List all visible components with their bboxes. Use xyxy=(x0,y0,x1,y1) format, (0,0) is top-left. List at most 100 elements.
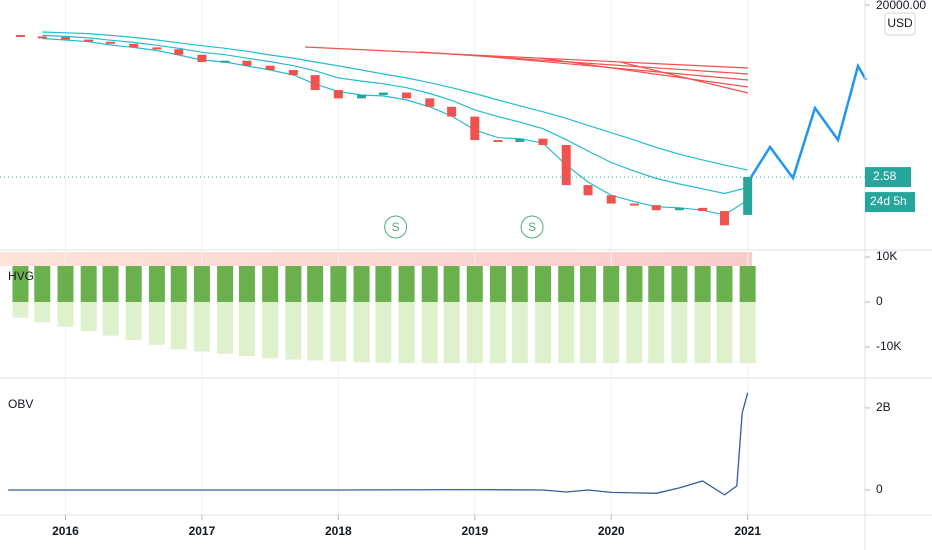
x-tick-label: 2018 xyxy=(325,524,352,538)
y-tick-label: 10K xyxy=(876,249,897,263)
hvg-bar xyxy=(193,266,210,302)
hvg-bar xyxy=(671,301,688,364)
hvg-bar xyxy=(398,301,415,364)
candle xyxy=(197,54,207,63)
hvg-bar xyxy=(12,301,29,318)
candle xyxy=(15,34,25,37)
hvg-bar xyxy=(398,266,415,302)
signal-label: S xyxy=(528,220,536,234)
candle xyxy=(357,94,367,99)
hvg-bar xyxy=(739,266,756,302)
hvg-bar xyxy=(170,301,187,350)
hvg-bar xyxy=(285,266,302,302)
hvg-bar xyxy=(262,266,279,302)
y-tick-label: 0 xyxy=(876,294,883,308)
hvg-bar xyxy=(580,301,597,364)
candle xyxy=(60,37,70,40)
currency-button[interactable] xyxy=(884,12,916,36)
candle xyxy=(606,195,616,204)
y-tick-label: -10K xyxy=(876,339,901,353)
moving-average xyxy=(42,37,749,216)
x-tick-label: 2016 xyxy=(52,524,79,538)
hvg-bar xyxy=(443,301,460,364)
hvg-bar xyxy=(170,266,187,302)
hvg-bar xyxy=(57,266,74,302)
y-tick-label: 2B xyxy=(876,400,891,414)
hvg-bar xyxy=(125,266,142,302)
candle xyxy=(651,205,661,211)
hvg-bar xyxy=(57,301,74,327)
hvg-bar xyxy=(34,301,51,323)
hvg-bar xyxy=(307,266,324,302)
moving-average xyxy=(42,31,748,171)
hvg-bar xyxy=(125,301,142,341)
hvg-bar xyxy=(694,266,711,302)
hvg-bar xyxy=(466,301,483,364)
candle xyxy=(37,36,47,39)
x-tick-label: 2021 xyxy=(734,524,761,538)
hvg-bar xyxy=(648,266,665,302)
hvg-bar xyxy=(511,266,528,302)
candle xyxy=(242,60,252,66)
candle xyxy=(674,207,684,211)
candle xyxy=(538,138,548,145)
obv-line xyxy=(8,392,749,496)
hvg-bar xyxy=(466,266,483,302)
candle xyxy=(447,106,457,117)
x-tick-label: 2017 xyxy=(189,524,216,538)
candle xyxy=(310,75,320,91)
candle xyxy=(152,47,162,50)
x-tick-label: 2020 xyxy=(598,524,625,538)
hvg-bar xyxy=(489,266,506,302)
countdown: 24d 5h xyxy=(870,194,907,208)
candle xyxy=(402,92,412,99)
candle xyxy=(698,207,708,212)
candle xyxy=(470,116,480,141)
signal-label: S xyxy=(392,220,400,234)
hvg-bar xyxy=(603,266,620,302)
pane-label: HVG xyxy=(8,269,34,283)
candle xyxy=(583,185,593,196)
hvg-bar xyxy=(739,301,756,364)
hvg-bar xyxy=(375,266,392,302)
currency[interactable]: USD xyxy=(887,16,913,30)
candle xyxy=(378,92,388,95)
hvg-bar xyxy=(648,301,665,364)
moving-average xyxy=(42,34,748,195)
y-tick-label: 20000.00 xyxy=(876,0,926,12)
hvg-bar xyxy=(603,301,620,364)
candle xyxy=(425,98,435,107)
hvg-bar xyxy=(489,301,506,364)
hvg-bar xyxy=(353,266,370,302)
hvg-bar xyxy=(626,266,643,302)
hvg-bar xyxy=(443,266,460,302)
hvg-bar xyxy=(716,301,733,364)
hvg-bar xyxy=(353,301,370,363)
hvg-bar xyxy=(80,266,97,302)
hvg-bar xyxy=(307,301,324,361)
hvg-bar xyxy=(148,266,165,302)
candle xyxy=(84,39,94,42)
hvg-bar xyxy=(330,301,347,362)
hvg-bar xyxy=(535,266,552,302)
hvg-bar xyxy=(671,266,688,302)
hvg-bar xyxy=(262,301,279,359)
hvg-bar xyxy=(80,301,97,332)
hvg-bar xyxy=(217,301,234,354)
grid xyxy=(64,0,749,515)
candle xyxy=(106,41,116,44)
hvg-bar xyxy=(34,266,51,302)
candle xyxy=(561,144,571,186)
hvg-bar xyxy=(375,301,392,363)
candle xyxy=(719,211,729,226)
countdown-badge xyxy=(865,192,915,213)
candle xyxy=(288,70,298,76)
hvg-bar xyxy=(217,266,234,302)
candle xyxy=(629,203,639,206)
hvg-bar xyxy=(535,301,552,364)
hvg-bar xyxy=(12,266,29,302)
hvg-bar xyxy=(694,301,711,364)
candle xyxy=(743,177,753,215)
